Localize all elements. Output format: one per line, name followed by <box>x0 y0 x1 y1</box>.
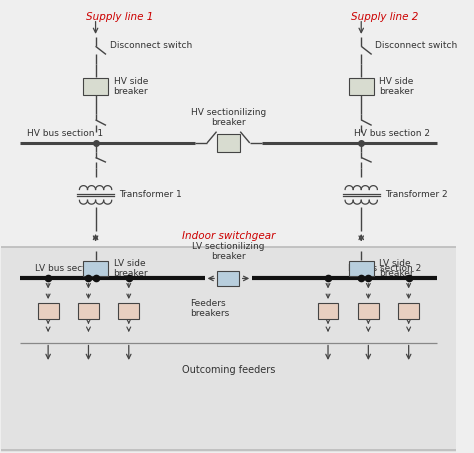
Bar <box>0 1 456 247</box>
Text: LV bus section 1: LV bus section 1 <box>35 264 109 273</box>
Text: Disconnect switch: Disconnect switch <box>110 41 192 50</box>
Bar <box>398 303 419 319</box>
Bar <box>38 303 59 319</box>
Text: LV bus section 2: LV bus section 2 <box>348 264 421 273</box>
Text: HV side
breaker: HV side breaker <box>379 77 414 96</box>
Bar <box>78 303 99 319</box>
Bar <box>83 261 108 276</box>
Bar <box>83 78 108 95</box>
Text: Outcoming feeders: Outcoming feeders <box>182 365 275 375</box>
Text: LV side
breaker: LV side breaker <box>114 259 148 278</box>
Text: Transformer 1: Transformer 1 <box>119 190 182 199</box>
Text: Supply line 2: Supply line 2 <box>351 12 419 22</box>
Bar <box>349 78 374 95</box>
Text: LV side
breaker: LV side breaker <box>379 259 414 278</box>
Text: HV bus section 1: HV bus section 1 <box>27 129 103 138</box>
Text: LV sectionilizing
breaker: LV sectionilizing breaker <box>192 242 264 261</box>
Bar <box>358 303 379 319</box>
Bar <box>318 303 338 319</box>
Bar <box>118 303 139 319</box>
Text: HV bus section 2: HV bus section 2 <box>354 129 430 138</box>
Text: HV sectionilizing
breaker: HV sectionilizing breaker <box>191 108 266 127</box>
Text: Supply line 1: Supply line 1 <box>86 12 153 22</box>
Text: Disconnect switch: Disconnect switch <box>375 41 458 50</box>
Bar <box>0 247 456 452</box>
Bar <box>217 135 240 152</box>
Bar <box>349 261 374 276</box>
Text: HV side
breaker: HV side breaker <box>114 77 148 96</box>
Text: Transformer 2: Transformer 2 <box>385 190 447 199</box>
Bar <box>218 271 239 286</box>
Text: Indoor switchgear: Indoor switchgear <box>182 231 275 241</box>
Text: Feeders
breakers: Feeders breakers <box>191 299 230 318</box>
